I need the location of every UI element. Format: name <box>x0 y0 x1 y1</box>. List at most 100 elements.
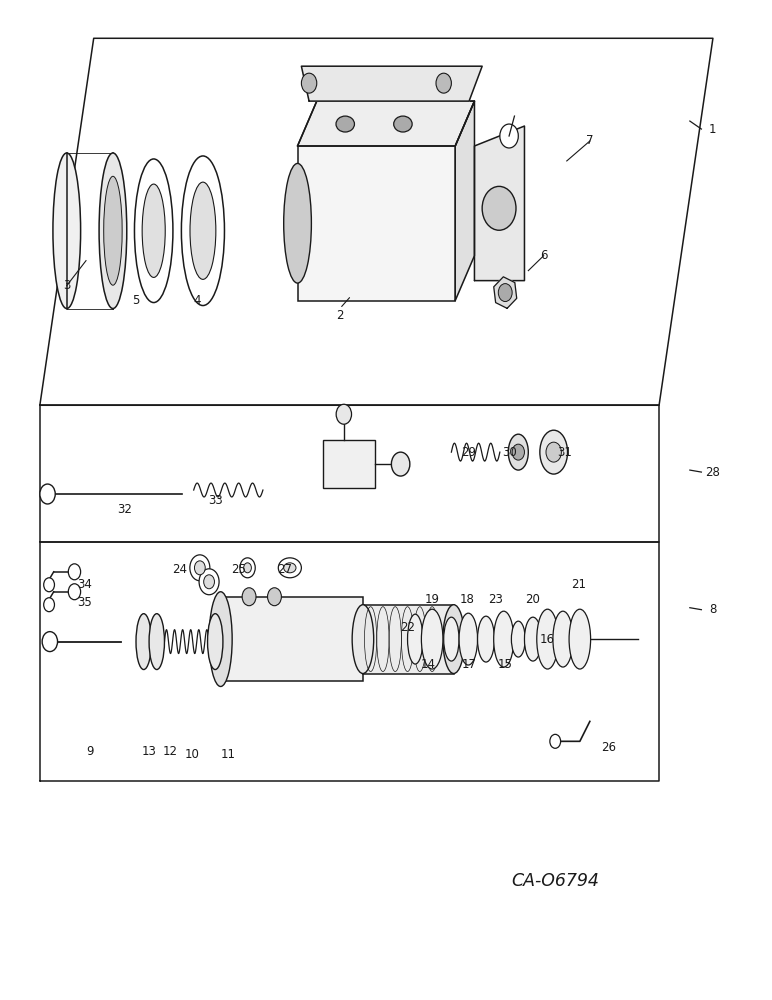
Text: 13: 13 <box>141 745 157 758</box>
Ellipse shape <box>103 176 122 285</box>
Circle shape <box>40 484 56 504</box>
Circle shape <box>498 284 512 302</box>
Ellipse shape <box>444 617 459 661</box>
Ellipse shape <box>508 434 528 470</box>
Text: 28: 28 <box>706 466 720 479</box>
Circle shape <box>546 442 561 462</box>
Text: 32: 32 <box>117 503 132 516</box>
Circle shape <box>268 588 281 606</box>
Ellipse shape <box>209 592 232 686</box>
Text: 5: 5 <box>132 294 140 307</box>
Circle shape <box>482 186 516 230</box>
Ellipse shape <box>208 614 223 670</box>
Circle shape <box>436 73 452 93</box>
Text: 29: 29 <box>462 446 476 459</box>
Polygon shape <box>297 101 475 146</box>
Ellipse shape <box>142 184 165 277</box>
Circle shape <box>550 734 560 748</box>
Circle shape <box>204 575 215 589</box>
Circle shape <box>301 73 317 93</box>
Circle shape <box>336 404 351 424</box>
Circle shape <box>44 578 55 592</box>
Ellipse shape <box>524 617 541 661</box>
Text: 14: 14 <box>421 658 436 671</box>
Text: 30: 30 <box>502 446 516 459</box>
Text: 20: 20 <box>525 593 540 606</box>
Ellipse shape <box>190 182 216 279</box>
Text: 25: 25 <box>231 563 245 576</box>
Ellipse shape <box>134 159 173 303</box>
Text: 17: 17 <box>462 658 476 671</box>
Text: 15: 15 <box>498 658 513 671</box>
Ellipse shape <box>459 613 478 665</box>
Text: 4: 4 <box>194 294 201 307</box>
Ellipse shape <box>540 430 567 474</box>
Polygon shape <box>301 66 482 101</box>
Circle shape <box>199 569 219 595</box>
Ellipse shape <box>537 609 558 669</box>
Text: 1: 1 <box>709 123 716 136</box>
Ellipse shape <box>136 614 151 670</box>
Circle shape <box>42 632 58 652</box>
Polygon shape <box>475 126 524 281</box>
Text: 2: 2 <box>336 309 344 322</box>
Text: 18: 18 <box>459 593 474 606</box>
Text: 11: 11 <box>221 748 235 761</box>
FancyBboxPatch shape <box>297 146 455 301</box>
FancyBboxPatch shape <box>221 597 363 681</box>
Polygon shape <box>494 277 516 308</box>
Ellipse shape <box>408 614 423 664</box>
Text: 19: 19 <box>425 593 439 606</box>
Text: 16: 16 <box>540 633 555 646</box>
Text: 27: 27 <box>277 563 292 576</box>
Circle shape <box>499 124 518 148</box>
Text: 8: 8 <box>709 603 716 616</box>
Text: 23: 23 <box>489 593 503 606</box>
Ellipse shape <box>53 153 80 309</box>
Text: 10: 10 <box>185 748 200 761</box>
Ellipse shape <box>283 563 296 573</box>
Text: 26: 26 <box>601 741 617 754</box>
Ellipse shape <box>181 156 225 306</box>
Text: 3: 3 <box>63 279 70 292</box>
Text: 22: 22 <box>400 621 415 634</box>
Text: 9: 9 <box>86 745 93 758</box>
Text: 12: 12 <box>163 745 178 758</box>
Ellipse shape <box>394 116 412 132</box>
Ellipse shape <box>336 116 354 132</box>
Circle shape <box>244 563 252 573</box>
Text: 35: 35 <box>77 596 92 609</box>
Circle shape <box>242 588 256 606</box>
FancyBboxPatch shape <box>363 605 454 674</box>
Text: 34: 34 <box>77 578 92 591</box>
Circle shape <box>44 598 55 612</box>
Circle shape <box>68 564 80 580</box>
Circle shape <box>195 561 205 575</box>
Circle shape <box>391 452 410 476</box>
Circle shape <box>512 444 524 460</box>
Ellipse shape <box>553 611 573 667</box>
Ellipse shape <box>422 609 443 669</box>
Ellipse shape <box>569 609 591 669</box>
Ellipse shape <box>283 163 311 283</box>
Ellipse shape <box>99 153 127 309</box>
Text: 21: 21 <box>571 578 586 591</box>
Text: CA-O6794: CA-O6794 <box>511 872 599 890</box>
Ellipse shape <box>352 605 374 674</box>
Ellipse shape <box>478 616 494 662</box>
Polygon shape <box>455 101 475 301</box>
Text: 24: 24 <box>172 563 188 576</box>
Ellipse shape <box>279 558 301 578</box>
Ellipse shape <box>511 621 525 657</box>
Circle shape <box>190 555 210 581</box>
FancyBboxPatch shape <box>323 440 375 488</box>
Text: 33: 33 <box>208 494 222 507</box>
Circle shape <box>68 584 80 600</box>
Ellipse shape <box>443 605 465 674</box>
Text: 7: 7 <box>586 134 594 147</box>
Text: 31: 31 <box>557 446 572 459</box>
Text: 6: 6 <box>540 249 547 262</box>
Circle shape <box>240 558 256 578</box>
Ellipse shape <box>149 614 164 670</box>
Ellipse shape <box>493 611 513 667</box>
